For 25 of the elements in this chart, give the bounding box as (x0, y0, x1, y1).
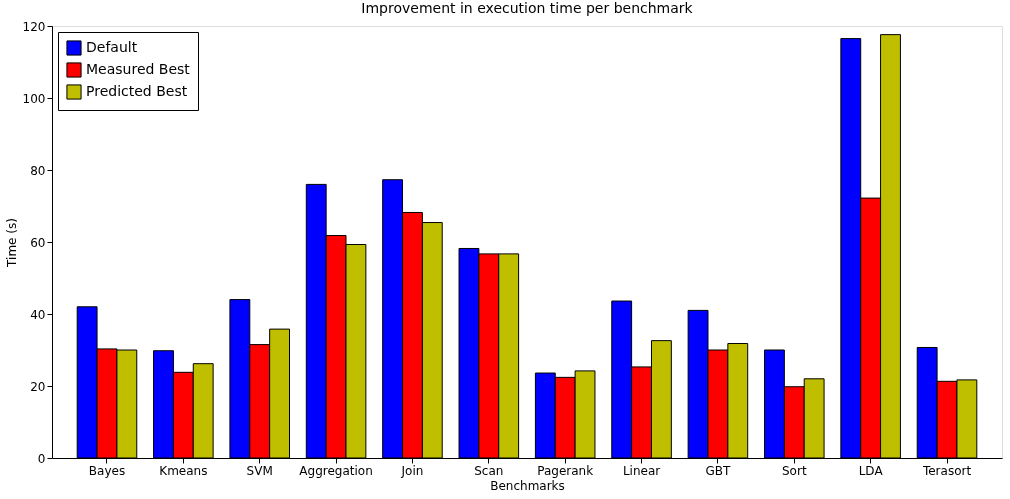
x-axis-title: Benchmarks (490, 478, 565, 493)
x-tick-label: Linear (622, 463, 661, 478)
x-tick-label: Kmeans (159, 463, 208, 478)
x-tick-label: Aggregation (299, 463, 373, 478)
y-tick-label: 80 (30, 163, 46, 178)
y-tick-label: 0 (37, 451, 46, 466)
x-tick-label: Bayes (88, 463, 126, 478)
x-tick-label: SVM (246, 463, 273, 478)
x-tick-label: GBT (705, 463, 732, 478)
x-tick-label: Pagerank (537, 463, 594, 478)
legend-label: Measured Best (86, 61, 191, 77)
x-tick-label: Terasort (921, 463, 972, 478)
y-tick-label: 60 (30, 235, 46, 250)
y-tick-label: 40 (30, 307, 46, 322)
legend-label: Predicted Best (86, 83, 188, 99)
y-tick-label: 100 (22, 91, 46, 106)
y-axis-title: Time (s) (4, 218, 19, 268)
y-tick-label: 20 (30, 379, 46, 394)
chart-title: Improvement in execution time per benchmark (361, 0, 694, 16)
legend-label: Default (86, 39, 138, 55)
x-tick-label: Join (400, 463, 424, 478)
x-tick-label: Scan (474, 463, 504, 478)
x-tick-label: LDA (858, 463, 884, 478)
y-tick-label: 120 (22, 19, 46, 34)
x-tick-label: Sort (781, 463, 807, 478)
